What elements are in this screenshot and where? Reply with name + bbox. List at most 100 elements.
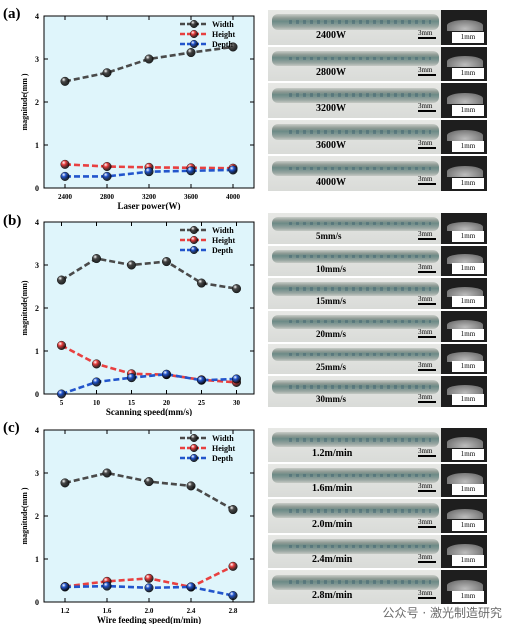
point-width: [161, 257, 171, 267]
cross-section-scale: 1mm: [452, 177, 484, 189]
bead-row: 3200W 3mm 1mm: [268, 83, 487, 118]
series-line-width: [60, 257, 237, 290]
bead-row-label: 1.2m/min: [312, 447, 353, 459]
bead-row-label: 3600W: [316, 139, 346, 151]
panel-label-c: (c): [3, 420, 20, 436]
bead-scale-bar: 3mm: [418, 29, 436, 39]
point-width: [60, 478, 70, 488]
point-height: [57, 340, 67, 350]
cross-section-image: 1mm: [441, 119, 487, 155]
x-tick-label: 20: [163, 399, 171, 407]
point-depth: [126, 373, 136, 383]
weld-bead: [272, 160, 439, 177]
y-tick-label: 0: [35, 184, 39, 193]
chart-scanning-speed: 0 1 2 3 4 5 10 15 20 25 30 Scanning speed(mm/s) magn…: [20, 218, 255, 416]
cross-section-dome: [447, 166, 483, 178]
bead-row-label: 5mm/s: [316, 230, 342, 241]
weld-bead: [272, 347, 439, 362]
y-tick-label: 4: [35, 12, 39, 21]
x-tick-label: 15: [128, 399, 136, 407]
legend-label-width: Width: [212, 226, 234, 235]
cross-section-image: 1mm: [441, 213, 487, 244]
bead-row: 1.6m/min 3mm 1mm: [268, 463, 487, 498]
x-axis-label: Laser power(W): [117, 201, 180, 210]
point-depth: [57, 389, 67, 399]
bead-row: 2.0m/min 3mm 1mm: [268, 499, 487, 533]
x-tick-label: 25: [198, 399, 206, 407]
y-tick-label: 1: [35, 141, 39, 150]
bead-row-label: 15mm/s: [316, 296, 346, 307]
x-tick-label: 1.6: [103, 607, 112, 615]
bead-scale-bar: 3mm: [418, 328, 436, 338]
cross-section-dome: [447, 384, 483, 395]
x-tick-label: 30: [233, 399, 241, 407]
bead-row-label: 2400W: [316, 30, 346, 42]
point-width: [186, 48, 196, 58]
weld-bead: [272, 574, 439, 590]
x-tick-label: 5: [60, 399, 64, 407]
weld-bead: [272, 282, 439, 296]
x-tick-label: 1.2: [61, 607, 70, 615]
bead-scale-bar: 3mm: [418, 518, 436, 528]
bead-row-label: 20mm/s: [316, 328, 346, 339]
point-width: [144, 54, 154, 64]
cross-section-image: 1mm: [441, 463, 487, 498]
x-tick-label: 3600: [184, 193, 199, 201]
bead-row: 1.2m/min 3mm 1mm: [268, 428, 487, 462]
x-tick-label: 4000: [226, 193, 241, 201]
point-width: [126, 260, 136, 270]
cross-section-image: 1mm: [441, 245, 487, 277]
weld-bead: [272, 124, 439, 140]
cross-section-scale: 1mm: [452, 230, 484, 242]
x-tick-label: 3200: [142, 193, 157, 201]
point-depth: [60, 171, 70, 181]
x-tick-label: 2.0: [145, 607, 154, 615]
y-tick-label: 4: [35, 426, 39, 435]
cross-section-scale: 1mm: [452, 484, 484, 496]
y-tick-label: 1: [35, 347, 39, 356]
y-tick-label: 2: [35, 512, 39, 521]
cross-section-scale: 1mm: [452, 263, 484, 275]
y-axis-label: magnitude(mm ): [20, 73, 29, 130]
y-tick-label: 3: [35, 261, 39, 270]
series-line-height: [60, 344, 237, 384]
bead-row-label: 4000W: [316, 176, 346, 188]
bead-photos-laser-power: 2400W 3mm 1mm 2800W 3mm 1mm 3200W 3mm 1mm 3600W 3m…: [268, 10, 487, 193]
y-tick-label: 2: [35, 304, 39, 313]
legend-label-width: Width: [212, 20, 234, 29]
point-width: [60, 76, 70, 86]
point-width: [144, 477, 154, 487]
bead-scale-bar: 3mm: [418, 263, 436, 273]
point-depth: [186, 166, 196, 176]
legend-marker-width: [189, 434, 198, 443]
bead-scale-bar: 3mm: [418, 230, 436, 240]
bead-row-label: 10mm/s: [316, 263, 346, 274]
legend-marker-width: [189, 226, 198, 235]
legend-marker-height: [189, 444, 198, 453]
y-axis-label: magnitude(mm ): [20, 487, 29, 544]
point-height: [102, 161, 112, 171]
bead-row-label: 3200W: [316, 103, 346, 115]
bead-scale-bar: 3mm: [418, 393, 436, 403]
legend-marker-width: [189, 20, 198, 29]
cross-section-dome: [447, 286, 483, 297]
weld-bead: [272, 216, 439, 231]
bead-row: 2.4m/min 3mm 1mm: [268, 534, 487, 569]
cross-section-image: 1mm: [441, 376, 487, 407]
cross-section-image: 1mm: [441, 10, 487, 45]
x-tick-label: 2.4: [187, 607, 196, 615]
cross-section-image: 1mm: [441, 570, 487, 604]
point-width: [196, 278, 206, 288]
cross-section-dome: [447, 129, 483, 141]
point-depth: [231, 374, 241, 384]
cross-section-scale: 1mm: [452, 141, 484, 153]
y-tick-label: 0: [35, 598, 39, 607]
point-depth: [228, 165, 238, 175]
point-width: [228, 505, 238, 515]
cross-section-image: 1mm: [441, 156, 487, 191]
bead-row-label: 2.8m/min: [312, 589, 353, 601]
legend-marker-depth: [189, 454, 198, 463]
legend-marker-depth: [189, 40, 198, 49]
bead-row: 4000W 3mm 1mm: [268, 156, 487, 191]
y-tick-label: 1: [35, 555, 39, 564]
